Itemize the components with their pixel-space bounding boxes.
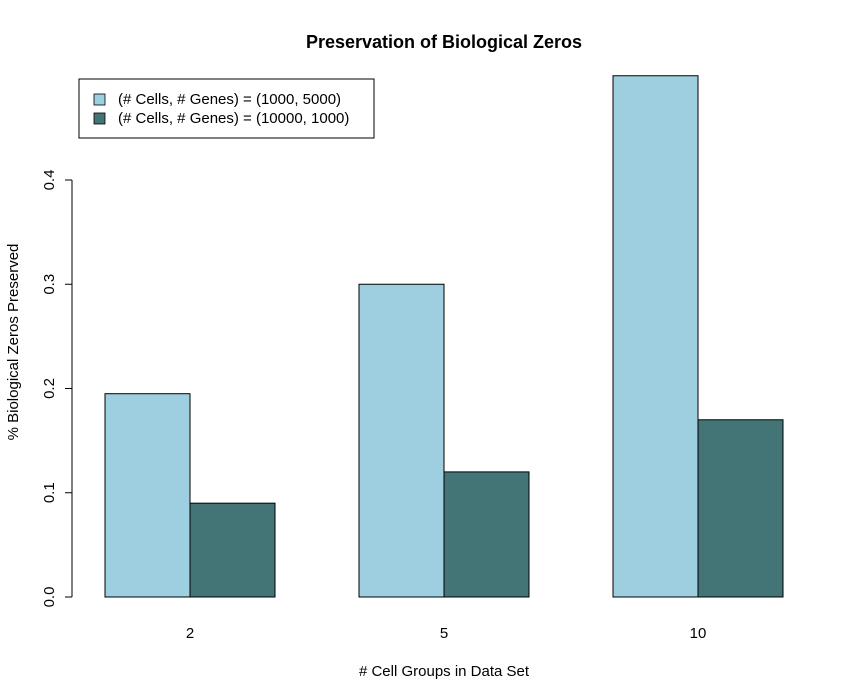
legend-swatch-series-2 (93, 112, 106, 125)
chart-title: Preservation of Biological Zeros (306, 32, 582, 52)
legend-box (78, 78, 375, 139)
y-tick-label: 0.4 (41, 170, 58, 191)
legend: (# Cells, # Genes) = (1000, 5000) (# Cel… (78, 78, 375, 139)
x-axis-label: # Cell Groups in Data Set (359, 663, 530, 680)
bar-2-series-2 (189, 502, 276, 598)
y-tick-label: 0.0 (41, 587, 58, 608)
y-tick-label: 0.2 (41, 378, 58, 399)
bar-10-series-1 (612, 75, 699, 598)
legend-swatch-series-1 (93, 93, 106, 106)
x-tick-label: 10 (690, 625, 707, 642)
bar-5-series-1 (358, 283, 445, 598)
bars (104, 75, 784, 598)
y-axis: 0.0 0.1 0.2 0.3 0.4 (41, 170, 73, 608)
legend-label-series-2: (# Cells, # Genes) = (10000, 1000) (118, 110, 349, 127)
y-axis-label: % Biological Zeros Preserved (5, 244, 22, 441)
legend-label-series-1: (# Cells, # Genes) = (1000, 5000) (118, 91, 341, 108)
y-tick-label: 0.3 (41, 274, 58, 295)
x-tick-label: 2 (186, 625, 194, 642)
y-tick-label: 0.1 (41, 482, 58, 503)
bar-10-series-2 (697, 419, 784, 598)
bar-2-series-1 (104, 393, 191, 598)
x-axis-ticks: 2 5 10 (186, 625, 707, 642)
bar-5-series-2 (443, 471, 530, 598)
x-tick-label: 5 (440, 625, 448, 642)
